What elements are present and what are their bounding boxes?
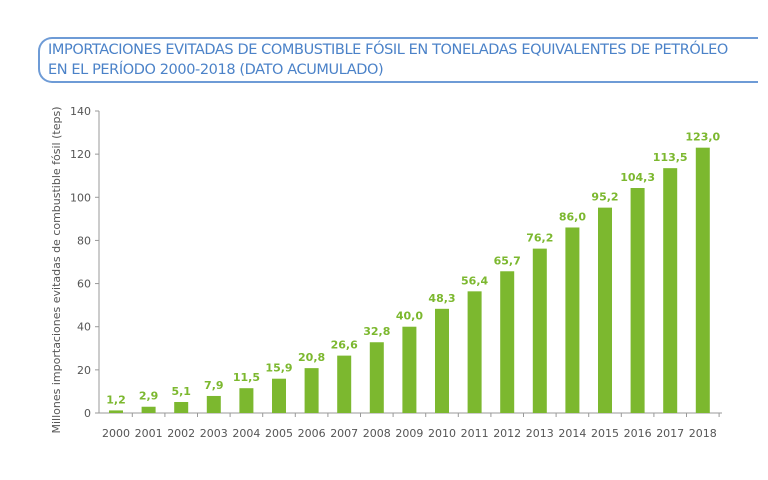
bar-2017: [663, 168, 678, 413]
x-tick-label: 2017: [656, 427, 684, 440]
y-tick-label: 140: [70, 105, 91, 118]
y-tick-label: 80: [77, 234, 91, 247]
bar-2009: [402, 326, 417, 413]
data-label-2013: 76,2: [526, 232, 553, 245]
x-tick-label: 2011: [461, 427, 489, 440]
x-tick-label: 2006: [298, 427, 326, 440]
bar-2007: [337, 355, 352, 413]
x-tick-label: 2016: [624, 427, 652, 440]
bar-2004: [239, 388, 254, 413]
bar-2008: [369, 342, 384, 413]
x-tick-label: 2015: [591, 427, 619, 440]
data-label-2012: 65,7: [494, 254, 521, 267]
data-label-2015: 95,2: [591, 191, 618, 204]
data-label-2016: 104,3: [620, 171, 655, 184]
bar-2001: [141, 406, 156, 413]
bar-2000: [109, 410, 123, 413]
data-label-2007: 26,6: [331, 339, 358, 352]
y-axis-label: Millones importaciones evitadas de combu…: [50, 107, 63, 434]
x-tick-label: 2010: [428, 427, 456, 440]
title-frame: [38, 37, 758, 83]
y-tick-label: 100: [70, 191, 91, 204]
bar-2003: [206, 395, 221, 413]
y-tick-label: 0: [84, 407, 91, 420]
data-label-2006: 20,8: [298, 351, 325, 364]
data-label-2001: 2,9: [139, 390, 159, 403]
data-label-2002: 5,1: [171, 385, 191, 398]
x-tick-label: 2008: [363, 427, 391, 440]
bar-2011: [467, 291, 482, 413]
data-label-2003: 7,9: [204, 379, 224, 392]
bar-2005: [272, 378, 286, 413]
bar-2010: [435, 308, 449, 413]
x-tick-label: 2012: [493, 427, 521, 440]
data-label-2011: 56,4: [461, 274, 488, 287]
x-tick-label: 2005: [265, 427, 293, 440]
data-label-2004: 11,5: [233, 371, 260, 384]
data-label-2009: 40,0: [396, 310, 423, 323]
bar-2018: [695, 147, 710, 413]
x-tick-label: 2000: [102, 427, 130, 440]
x-tick-label: 2001: [135, 427, 163, 440]
bar-2002: [174, 401, 189, 413]
x-tick-label: 2018: [689, 427, 717, 440]
bar-2012: [500, 271, 515, 413]
data-label-2017: 113,5: [653, 151, 688, 164]
data-label-2018: 123,0: [685, 131, 720, 144]
bar-2015: [598, 207, 612, 413]
bar-2013: [532, 248, 547, 413]
data-label-2000: 1,2: [106, 393, 126, 406]
data-label-2005: 15,9: [265, 362, 292, 375]
x-tick-label: 2004: [232, 427, 260, 440]
x-tick-label: 2003: [200, 427, 228, 440]
data-label-2014: 86,0: [559, 210, 586, 223]
y-tick-label: 20: [77, 364, 91, 377]
y-tick-label: 120: [70, 148, 91, 161]
y-tick-label: 60: [77, 278, 91, 291]
x-tick-label: 2009: [395, 427, 423, 440]
x-tick-label: 2002: [167, 427, 195, 440]
x-tick-label: 2007: [330, 427, 358, 440]
bar-2014: [565, 227, 580, 413]
data-label-2008: 32,8: [363, 325, 390, 338]
chart-title: IMPORTACIONES EVITADAS DE COMBUSTIBLE FÓ…: [48, 42, 728, 78]
bar-2016: [630, 188, 645, 413]
data-label-2010: 48,3: [428, 292, 455, 305]
x-tick-label: 2014: [558, 427, 586, 440]
x-tick-label: 2013: [526, 427, 554, 440]
bar-2006: [304, 368, 319, 413]
y-tick-label: 40: [77, 321, 91, 334]
